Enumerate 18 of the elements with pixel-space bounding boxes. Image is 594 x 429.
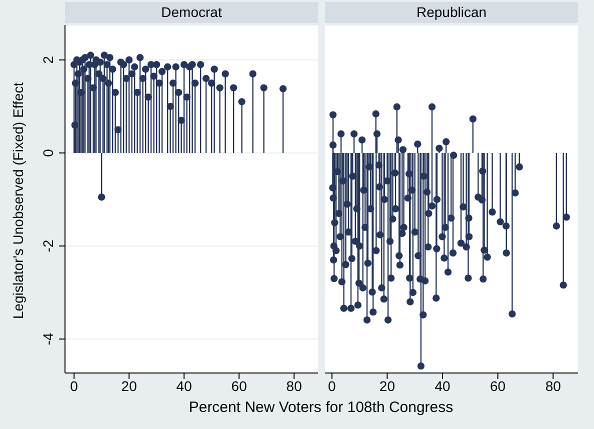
- x-tick-label: 40: [434, 378, 451, 394]
- y-tick-label: 0: [40, 148, 56, 157]
- x-tick-label: 60: [490, 378, 506, 394]
- y-tick-label: -4: [40, 332, 56, 346]
- x-tick-label: 20: [121, 378, 138, 394]
- y-tick-label: 2: [40, 56, 56, 64]
- y-tick-label: -2: [40, 240, 56, 252]
- x-tick-label: 20: [379, 378, 396, 394]
- x-tick-label: 60: [231, 378, 248, 394]
- x-tick-label: 80: [286, 378, 302, 394]
- x-tick-label: 40: [176, 378, 192, 394]
- y-axis-title: Legislator's Unobserved (Fixed) Effect: [10, 82, 26, 319]
- chart-title: Republican: [325, 2, 578, 23]
- chart-title: Democrat: [65, 2, 318, 23]
- x-tick-label: 0: [70, 378, 78, 394]
- x-tick-label: 0: [328, 378, 336, 394]
- x-axis-title: Percent New Voters for 108th Congress: [188, 399, 454, 416]
- x-tick-label: 80: [545, 378, 562, 394]
